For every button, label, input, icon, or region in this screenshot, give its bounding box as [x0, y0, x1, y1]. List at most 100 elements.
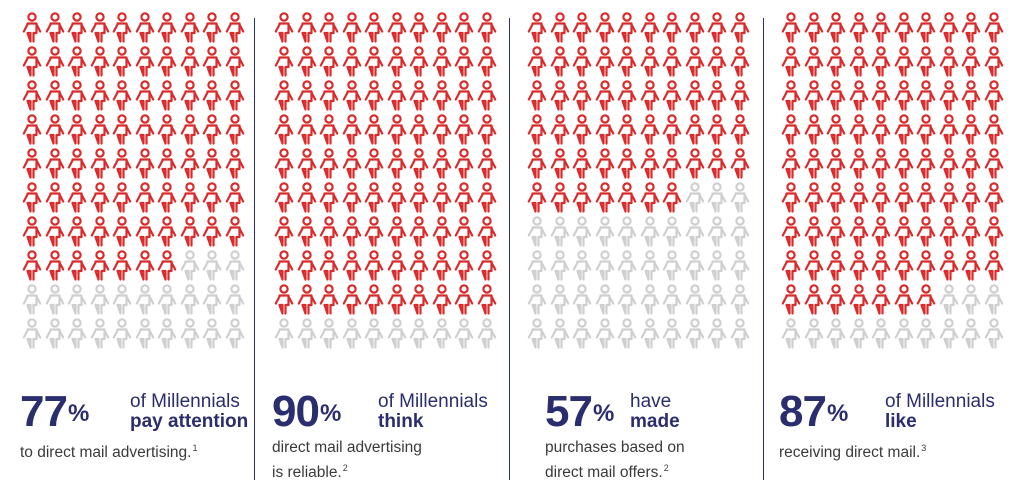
person-icon-highlighted [869, 284, 893, 316]
person-icon-highlighted [869, 216, 893, 248]
person-icon-highlighted [937, 250, 961, 282]
person-icon-highlighted [937, 12, 961, 44]
person-icon-inactive [295, 318, 319, 350]
person-icon-highlighted [43, 114, 67, 146]
person-icon-highlighted [65, 114, 89, 146]
person-icon-inactive [155, 284, 179, 316]
person-icon-highlighted [272, 216, 296, 248]
person-icon-highlighted [683, 148, 707, 180]
person-icon-highlighted [982, 12, 1006, 44]
person-icon-highlighted [155, 148, 179, 180]
person-icon-highlighted [430, 284, 454, 316]
footnote-ref-1: 1 [192, 443, 198, 453]
person-icon-highlighted [200, 80, 224, 112]
person-icon-highlighted [133, 46, 157, 78]
person-icon-highlighted [43, 216, 67, 248]
person-icon-highlighted [683, 46, 707, 78]
person-icon-highlighted [593, 182, 617, 214]
person-icon-highlighted [779, 284, 803, 316]
person-icon-highlighted [407, 250, 431, 282]
person-icon-inactive [728, 284, 752, 316]
person-icon-inactive [593, 284, 617, 316]
person-icon-inactive [200, 250, 224, 282]
person-icon-highlighted [317, 80, 341, 112]
person-icon-inactive [683, 250, 707, 282]
person-icon-highlighted [155, 250, 179, 282]
person-icon-inactive [178, 318, 202, 350]
person-icon-highlighted [728, 12, 752, 44]
person-icon-highlighted [362, 182, 386, 214]
person-icon-highlighted [892, 216, 916, 248]
stat-description-4: receiving direct mail.3 [779, 443, 927, 462]
person-icon-highlighted [914, 12, 938, 44]
person-icon-highlighted [272, 250, 296, 282]
person-icon-highlighted [660, 12, 684, 44]
person-icon-highlighted [88, 80, 112, 112]
person-icon-highlighted [548, 182, 572, 214]
person-icon-highlighted [570, 114, 594, 146]
person-icon-highlighted [847, 250, 871, 282]
person-icon-inactive [914, 318, 938, 350]
person-icon-highlighted [914, 216, 938, 248]
person-icon-inactive [593, 216, 617, 248]
person-icon-highlighted [475, 148, 499, 180]
person-icon-highlighted [683, 12, 707, 44]
person-icon-inactive [660, 318, 684, 350]
person-icon-highlighted [20, 250, 44, 282]
person-icon-highlighted [110, 80, 134, 112]
person-icon-highlighted [824, 284, 848, 316]
person-icon-highlighted [548, 46, 572, 78]
person-icon-highlighted [892, 114, 916, 146]
person-icon-highlighted [892, 46, 916, 78]
person-icon-highlighted [272, 148, 296, 180]
person-icon-highlighted [407, 182, 431, 214]
person-icon-highlighted [133, 250, 157, 282]
person-icon-highlighted [802, 216, 826, 248]
person-icon-inactive [683, 284, 707, 316]
person-icon-inactive [223, 318, 247, 350]
column-divider-3 [763, 18, 764, 480]
person-icon-inactive [407, 318, 431, 350]
person-icon-inactive [638, 318, 662, 350]
person-icon-highlighted [959, 250, 983, 282]
person-icon-highlighted [272, 12, 296, 44]
stat-line2-3: made [630, 411, 680, 432]
person-icon-highlighted [43, 182, 67, 214]
person-icon-highlighted [475, 12, 499, 44]
person-icon-highlighted [892, 12, 916, 44]
person-icon-highlighted [452, 284, 476, 316]
person-icon-inactive [982, 318, 1006, 350]
person-icon-inactive [200, 284, 224, 316]
person-icon-inactive [43, 284, 67, 316]
person-icon-highlighted [802, 12, 826, 44]
person-icon-highlighted [525, 114, 549, 146]
person-icon-highlighted [779, 182, 803, 214]
person-icon-highlighted [272, 114, 296, 146]
stat-number-3: 57% [545, 387, 614, 436]
person-icon-highlighted [88, 114, 112, 146]
person-icon-highlighted [223, 182, 247, 214]
person-icon-highlighted [295, 148, 319, 180]
person-icon-highlighted [615, 80, 639, 112]
person-icon-highlighted [802, 80, 826, 112]
person-icon-highlighted [705, 12, 729, 44]
person-icon-highlighted [362, 148, 386, 180]
person-icon-highlighted [223, 216, 247, 248]
person-icon-inactive [728, 318, 752, 350]
person-icon-highlighted [295, 80, 319, 112]
stat-line2-4: like [885, 411, 917, 432]
person-icon-highlighted [133, 12, 157, 44]
stat-panel-2: 90% of Millennials think direct mail adv… [272, 0, 510, 482]
person-icon-highlighted [570, 46, 594, 78]
person-icon-highlighted [615, 12, 639, 44]
person-icon-highlighted [430, 46, 454, 78]
person-icon-inactive [683, 182, 707, 214]
person-icon-highlighted [407, 80, 431, 112]
person-icon-highlighted [340, 148, 364, 180]
person-icon-highlighted [475, 250, 499, 282]
person-icon-highlighted [430, 182, 454, 214]
person-icon-highlighted [525, 46, 549, 78]
person-icon-highlighted [317, 216, 341, 248]
person-icon-inactive [110, 318, 134, 350]
stat-description-3: purchases based on direct mail offers.2 [545, 439, 685, 482]
